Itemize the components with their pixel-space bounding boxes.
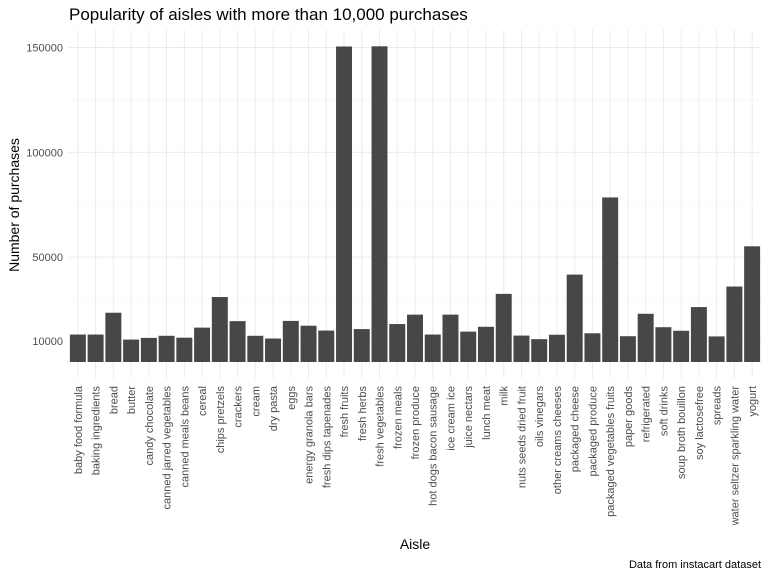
bar: [318, 330, 335, 362]
x-tick-label: candy chocolate: [144, 386, 156, 466]
x-tick-label: baby food formula: [73, 385, 85, 474]
bar: [531, 339, 548, 362]
x-tick-label: fresh herbs: [357, 386, 369, 442]
x-tick-label: dry pasta: [268, 385, 280, 431]
x-tick-label: energy granola bars: [304, 386, 316, 484]
x-tick-label: frozen produce: [410, 386, 422, 459]
x-tick-label: oils vinegars: [534, 386, 546, 448]
bar: [282, 320, 299, 362]
x-tick-label: milk: [499, 386, 511, 406]
x-tick-label: soup broth bouillon: [676, 386, 688, 479]
y-tick-label: 50000: [32, 252, 63, 264]
bar: [300, 325, 317, 362]
x-tick-label: canned jarred vegetables: [162, 386, 174, 510]
bar: [495, 293, 512, 362]
bar: [655, 327, 672, 362]
bar: [229, 321, 246, 362]
bar: [211, 297, 228, 362]
bar: [140, 337, 157, 362]
x-tick-label: water seltzer sparkling water: [729, 386, 741, 527]
x-tick-label: canned meals beans: [179, 386, 191, 488]
x-axis-title: Aisle: [400, 536, 431, 552]
y-axis-title: Number of purchases: [6, 138, 22, 272]
x-tick-label: packaged cheese: [570, 386, 582, 472]
x-tick-label: baking ingredients: [91, 386, 103, 476]
bar: [336, 46, 353, 363]
bars: [69, 46, 761, 363]
x-tick-label: refrigerated: [641, 386, 653, 442]
x-tick-label: bread: [108, 386, 120, 414]
bar: [353, 329, 370, 362]
x-tick-label: juice nectars: [463, 386, 475, 449]
bar: [158, 335, 175, 362]
x-tick-label: cereal: [197, 386, 209, 416]
x-tick-label: fresh vegetables: [375, 386, 387, 467]
bar: [371, 46, 388, 363]
x-tick-label: frozen meals: [392, 386, 404, 449]
x-tick-label: nuts seeds dried fruit: [516, 386, 528, 488]
bar: [637, 313, 654, 362]
y-tick-label: 150000: [26, 43, 63, 55]
x-tick-label: ice cream ice: [445, 386, 457, 451]
x-tick-label: yogurt: [747, 386, 759, 417]
bar: [424, 334, 441, 362]
x-tick-label: eggs: [286, 386, 298, 410]
bar: [619, 336, 636, 362]
bar: [87, 334, 104, 362]
x-tick-label: lunch meat: [481, 386, 493, 440]
x-tick-label: packaged vegetables fruits: [605, 386, 617, 517]
bar: [460, 331, 477, 362]
chart-caption: Data from instacart dataset: [629, 559, 761, 571]
bar: [602, 197, 619, 362]
bar: [247, 335, 264, 362]
x-tick-label: butter: [126, 386, 138, 414]
bar: [69, 334, 86, 362]
bar: [513, 335, 530, 362]
bar: [123, 339, 140, 362]
x-axis-ticks: baby food formula baking ingredients bread…: [73, 385, 759, 526]
x-tick-label: spreads: [712, 386, 724, 426]
x-tick-label: paper goods: [623, 386, 635, 448]
bar: [194, 327, 211, 362]
x-tick-label: soy lactosefree: [694, 386, 706, 460]
y-tick-label: 10000: [32, 336, 63, 348]
bar: [584, 333, 601, 362]
bar: [673, 330, 690, 362]
bar: [708, 336, 725, 362]
chart-title: Popularity of aisles with more than 10,0…: [69, 5, 468, 24]
x-tick-label: soft drinks: [658, 386, 670, 437]
y-axis-ticks: 10000 50000 100000 150000: [26, 43, 63, 348]
bar: [389, 324, 406, 362]
x-tick-label: fresh dips tapenades: [321, 386, 333, 489]
x-tick-label: chips pretzels: [215, 386, 227, 454]
bar: [726, 286, 743, 362]
bar: [477, 326, 494, 362]
bar: [548, 334, 565, 362]
x-tick-label: cream: [250, 386, 262, 417]
x-tick-label: packaged produce: [587, 386, 599, 477]
bar: [176, 337, 193, 362]
x-tick-label: crackers: [233, 386, 245, 428]
bar: [265, 338, 282, 362]
bar: [690, 307, 707, 362]
x-tick-label: hot dogs bacon sausage: [428, 386, 440, 506]
bar: [566, 274, 583, 362]
bar: [442, 314, 459, 362]
bar: [744, 246, 761, 362]
y-tick-label: 100000: [26, 147, 63, 159]
bar: [407, 314, 423, 362]
x-tick-label: fresh fruits: [339, 386, 351, 438]
x-tick-label: other creams cheeses: [552, 386, 564, 495]
bar: [105, 312, 122, 362]
